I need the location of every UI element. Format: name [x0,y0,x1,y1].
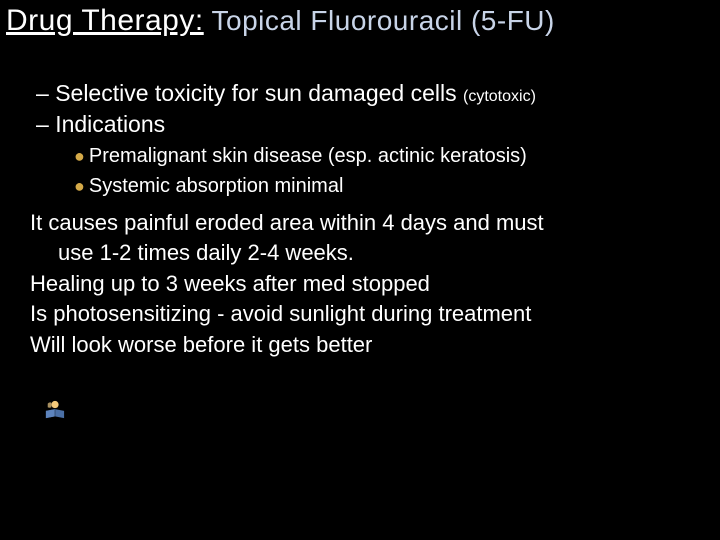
dash-item: – Selective toxicity for sun damaged cel… [36,78,700,109]
content-area: – Selective toxicity for sun damaged cel… [30,78,700,360]
slide-title: Drug Therapy: Topical Fluorouracil (5-FU… [6,4,555,38]
title-sub2: (5-FU) [471,5,555,36]
bullet-text: Systemic absorption minimal [89,175,344,197]
bullet-icon: ● [74,174,85,199]
bullet-item: ●Systemic absorption minimal [74,172,700,200]
dash-item: – Indications [36,109,700,140]
bullet-icon: ● [74,144,85,169]
paragraph-block: It causes painful eroded area within 4 d… [30,208,700,360]
bullet-text: Premalignant skin disease (esp. actinic … [89,145,527,167]
dash-prefix: – [36,80,55,106]
title-main: Drug Therapy: [6,4,204,37]
para-line: Is photosensitizing - avoid sunlight dur… [30,299,700,329]
slide: Drug Therapy: Topical Fluorouracil (5-FU… [0,0,720,540]
para-line: use 1-2 times daily 2-4 weeks. [30,238,700,268]
dash-prefix: – [36,111,55,137]
title-sub1: Topical Fluorouracil [204,5,471,36]
dash-suffix: (cytotoxic) [463,88,536,105]
dash-text: Indications [55,111,165,137]
para-line: Healing up to 3 weeks after med stopped [30,269,700,299]
para-line: It causes painful eroded area within 4 d… [30,208,700,238]
book-svg [44,400,66,420]
bullet-item: ●Premalignant skin disease (esp. actinic… [74,142,700,170]
reading-person-icon [44,400,66,420]
para-line: Will look worse before it gets better [30,330,700,360]
dash-text: Selective toxicity for sun damaged cells [55,80,463,106]
